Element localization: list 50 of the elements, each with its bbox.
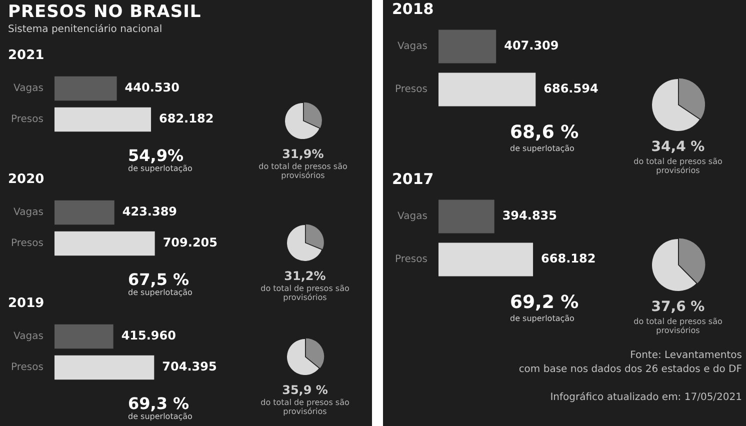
y-tick-label: Vagas <box>14 207 44 218</box>
y-tick-label: Presos <box>395 84 428 96</box>
data-label: 423.389 <box>122 204 178 219</box>
text: Infográfico atualizado em: 17/05/2021 <box>550 392 742 403</box>
y-tick-label: Presos <box>11 114 44 126</box>
data-label: 704.395 <box>162 360 217 374</box>
y-tick-label: Presos <box>11 238 44 250</box>
chart-title: 2018 <box>392 0 434 18</box>
text: de superlotação <box>128 412 192 421</box>
text: de superlotação <box>128 288 192 297</box>
y-tick-label: Vagas <box>14 331 44 342</box>
text: do total de presos são provisórios <box>260 284 350 302</box>
text: PRESOS NO BRASIL <box>8 2 202 22</box>
text: 31,2% <box>283 269 327 283</box>
data-label: 394.835 <box>502 208 557 223</box>
y-tick-label: Vagas <box>398 211 428 222</box>
text: 54,9% <box>128 146 184 165</box>
chart-title: 2021 <box>8 48 44 63</box>
text: 37,6 % <box>650 299 706 315</box>
chart-title: 2017 <box>392 170 434 188</box>
text: 31,9% <box>281 147 325 161</box>
text: de superlotação <box>128 164 192 173</box>
y-tick-label: Presos <box>395 254 428 266</box>
text: do total de presos são provisórios <box>258 162 348 180</box>
text: de superlotação <box>510 144 574 153</box>
y-tick-label: Vagas <box>14 83 44 94</box>
data-label: 440.530 <box>124 80 180 95</box>
text: de superlotação <box>510 314 574 323</box>
text: Sistema penitenciário nacional <box>8 24 162 35</box>
data-label: 415.960 <box>121 328 176 343</box>
text: do total de presos são provisórios <box>260 398 350 416</box>
text: do total de presos são provisórios <box>632 157 724 175</box>
text: 35,9 % <box>281 383 329 397</box>
data-label: 686.594 <box>544 82 598 96</box>
chart-title: 2019 <box>8 296 44 311</box>
text: 69,3 % <box>128 394 190 413</box>
data-label: 682.182 <box>159 112 214 126</box>
y-tick-label: Presos <box>11 362 44 374</box>
data-label: 709.205 <box>162 236 218 250</box>
data-label: 668.182 <box>541 252 596 266</box>
y-tick-label: Vagas <box>398 41 428 52</box>
chart-title: 2020 <box>8 172 44 187</box>
source-note: Fonte: Levantamentos <box>630 350 742 361</box>
text: do total de presos são provisórios <box>632 317 724 335</box>
text: 68,6 % <box>510 122 579 143</box>
text: com base nos dados dos 26 estados e do DF <box>518 364 742 375</box>
data-label: 407.309 <box>504 38 559 53</box>
text: 34,4 % <box>650 139 706 155</box>
text: 67,5 % <box>128 270 190 289</box>
text: 69,2 % <box>510 292 579 313</box>
